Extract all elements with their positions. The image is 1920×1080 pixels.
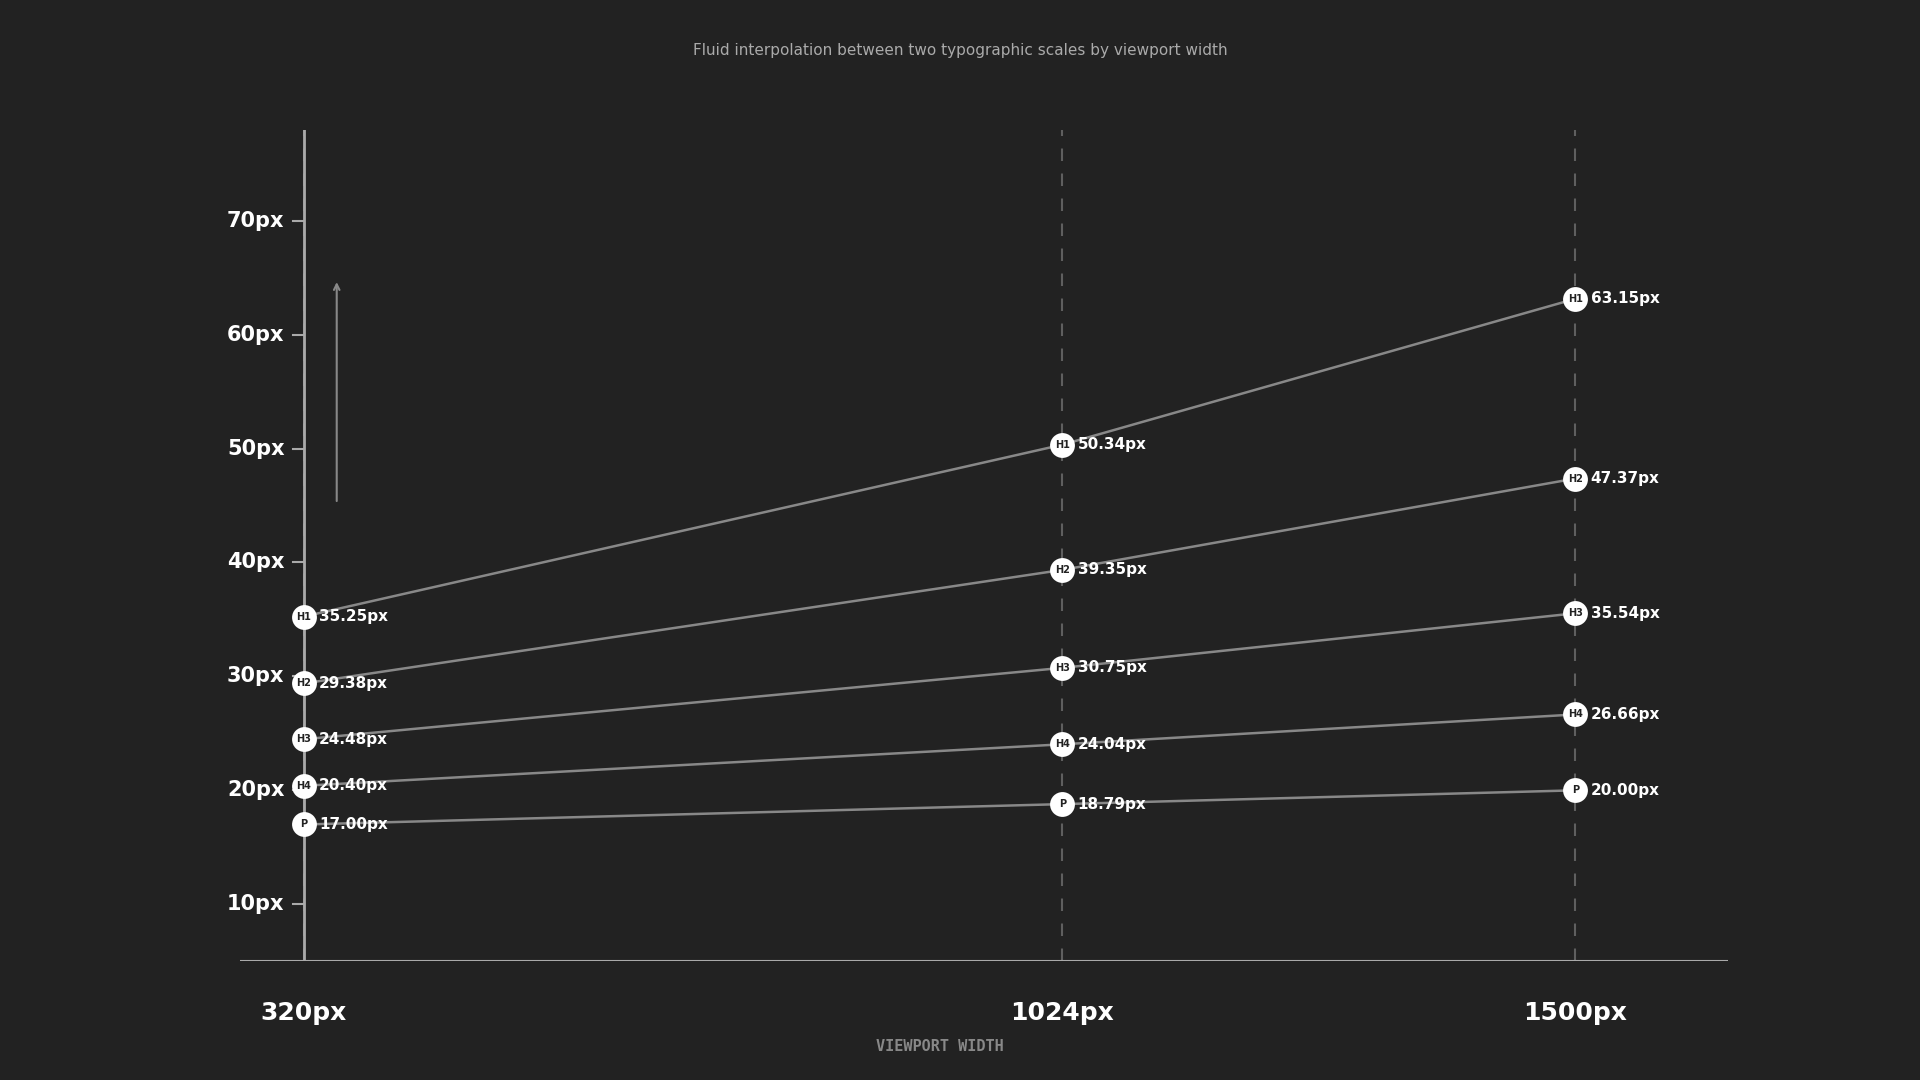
Point	[288, 731, 319, 748]
Text: 30px: 30px	[227, 666, 284, 687]
Text: 18.79px: 18.79px	[1077, 797, 1146, 811]
Text: 29.38px: 29.38px	[319, 676, 388, 691]
Text: 1024px: 1024px	[1010, 1001, 1114, 1025]
Text: H4: H4	[1569, 710, 1582, 719]
Text: 20px: 20px	[227, 781, 284, 800]
Text: 1500px: 1500px	[1523, 1001, 1628, 1025]
Point	[1561, 782, 1592, 799]
Text: 17.00px: 17.00px	[319, 816, 388, 832]
Text: 35.54px: 35.54px	[1590, 606, 1659, 621]
Text: H4: H4	[296, 781, 311, 791]
Text: H3: H3	[1569, 608, 1582, 618]
Text: H1: H1	[1054, 440, 1069, 449]
Point	[1561, 706, 1592, 724]
Text: H3: H3	[296, 734, 311, 744]
Text: P: P	[1572, 785, 1578, 795]
Text: 26.66px: 26.66px	[1590, 707, 1661, 721]
Text: Fluid interpolation between two typographic scales by viewport width: Fluid interpolation between two typograp…	[693, 43, 1227, 58]
Text: 24.48px: 24.48px	[319, 732, 388, 746]
Text: 30.75px: 30.75px	[1077, 660, 1146, 675]
Text: P: P	[1058, 799, 1066, 809]
Text: 24.04px: 24.04px	[1077, 737, 1146, 752]
Text: VIEWPORT WIDTH: VIEWPORT WIDTH	[876, 1039, 1004, 1054]
Point	[288, 608, 319, 625]
Point	[1046, 436, 1077, 454]
Point	[288, 675, 319, 692]
Point	[1046, 659, 1077, 676]
Text: 39.35px: 39.35px	[1077, 563, 1146, 578]
Point	[288, 778, 319, 795]
Text: 10px: 10px	[227, 894, 284, 915]
Point	[1561, 291, 1592, 308]
Text: 20.40px: 20.40px	[319, 779, 388, 794]
Text: 35.25px: 35.25px	[319, 609, 388, 624]
Text: 40px: 40px	[227, 553, 284, 572]
Text: 63.15px: 63.15px	[1590, 292, 1659, 307]
Point	[1561, 605, 1592, 622]
Text: 50.34px: 50.34px	[1077, 437, 1146, 453]
Text: P: P	[300, 820, 307, 829]
Text: 320px: 320px	[261, 1001, 348, 1025]
Point	[1046, 796, 1077, 813]
Text: H2: H2	[1054, 565, 1069, 575]
Point	[1561, 470, 1592, 487]
Point	[288, 815, 319, 833]
Point	[1046, 735, 1077, 753]
Text: 47.37px: 47.37px	[1590, 471, 1659, 486]
Text: H2: H2	[296, 678, 311, 688]
Text: 20.00px: 20.00px	[1590, 783, 1659, 798]
Text: 50px: 50px	[227, 438, 284, 459]
Text: 60px: 60px	[227, 325, 284, 345]
Text: H1: H1	[296, 611, 311, 622]
Point	[1046, 562, 1077, 579]
Text: H3: H3	[1054, 663, 1069, 673]
Text: H1: H1	[1569, 294, 1582, 303]
Text: 70px: 70px	[227, 211, 284, 231]
Text: H2: H2	[1569, 473, 1582, 484]
Text: H4: H4	[1054, 740, 1069, 750]
